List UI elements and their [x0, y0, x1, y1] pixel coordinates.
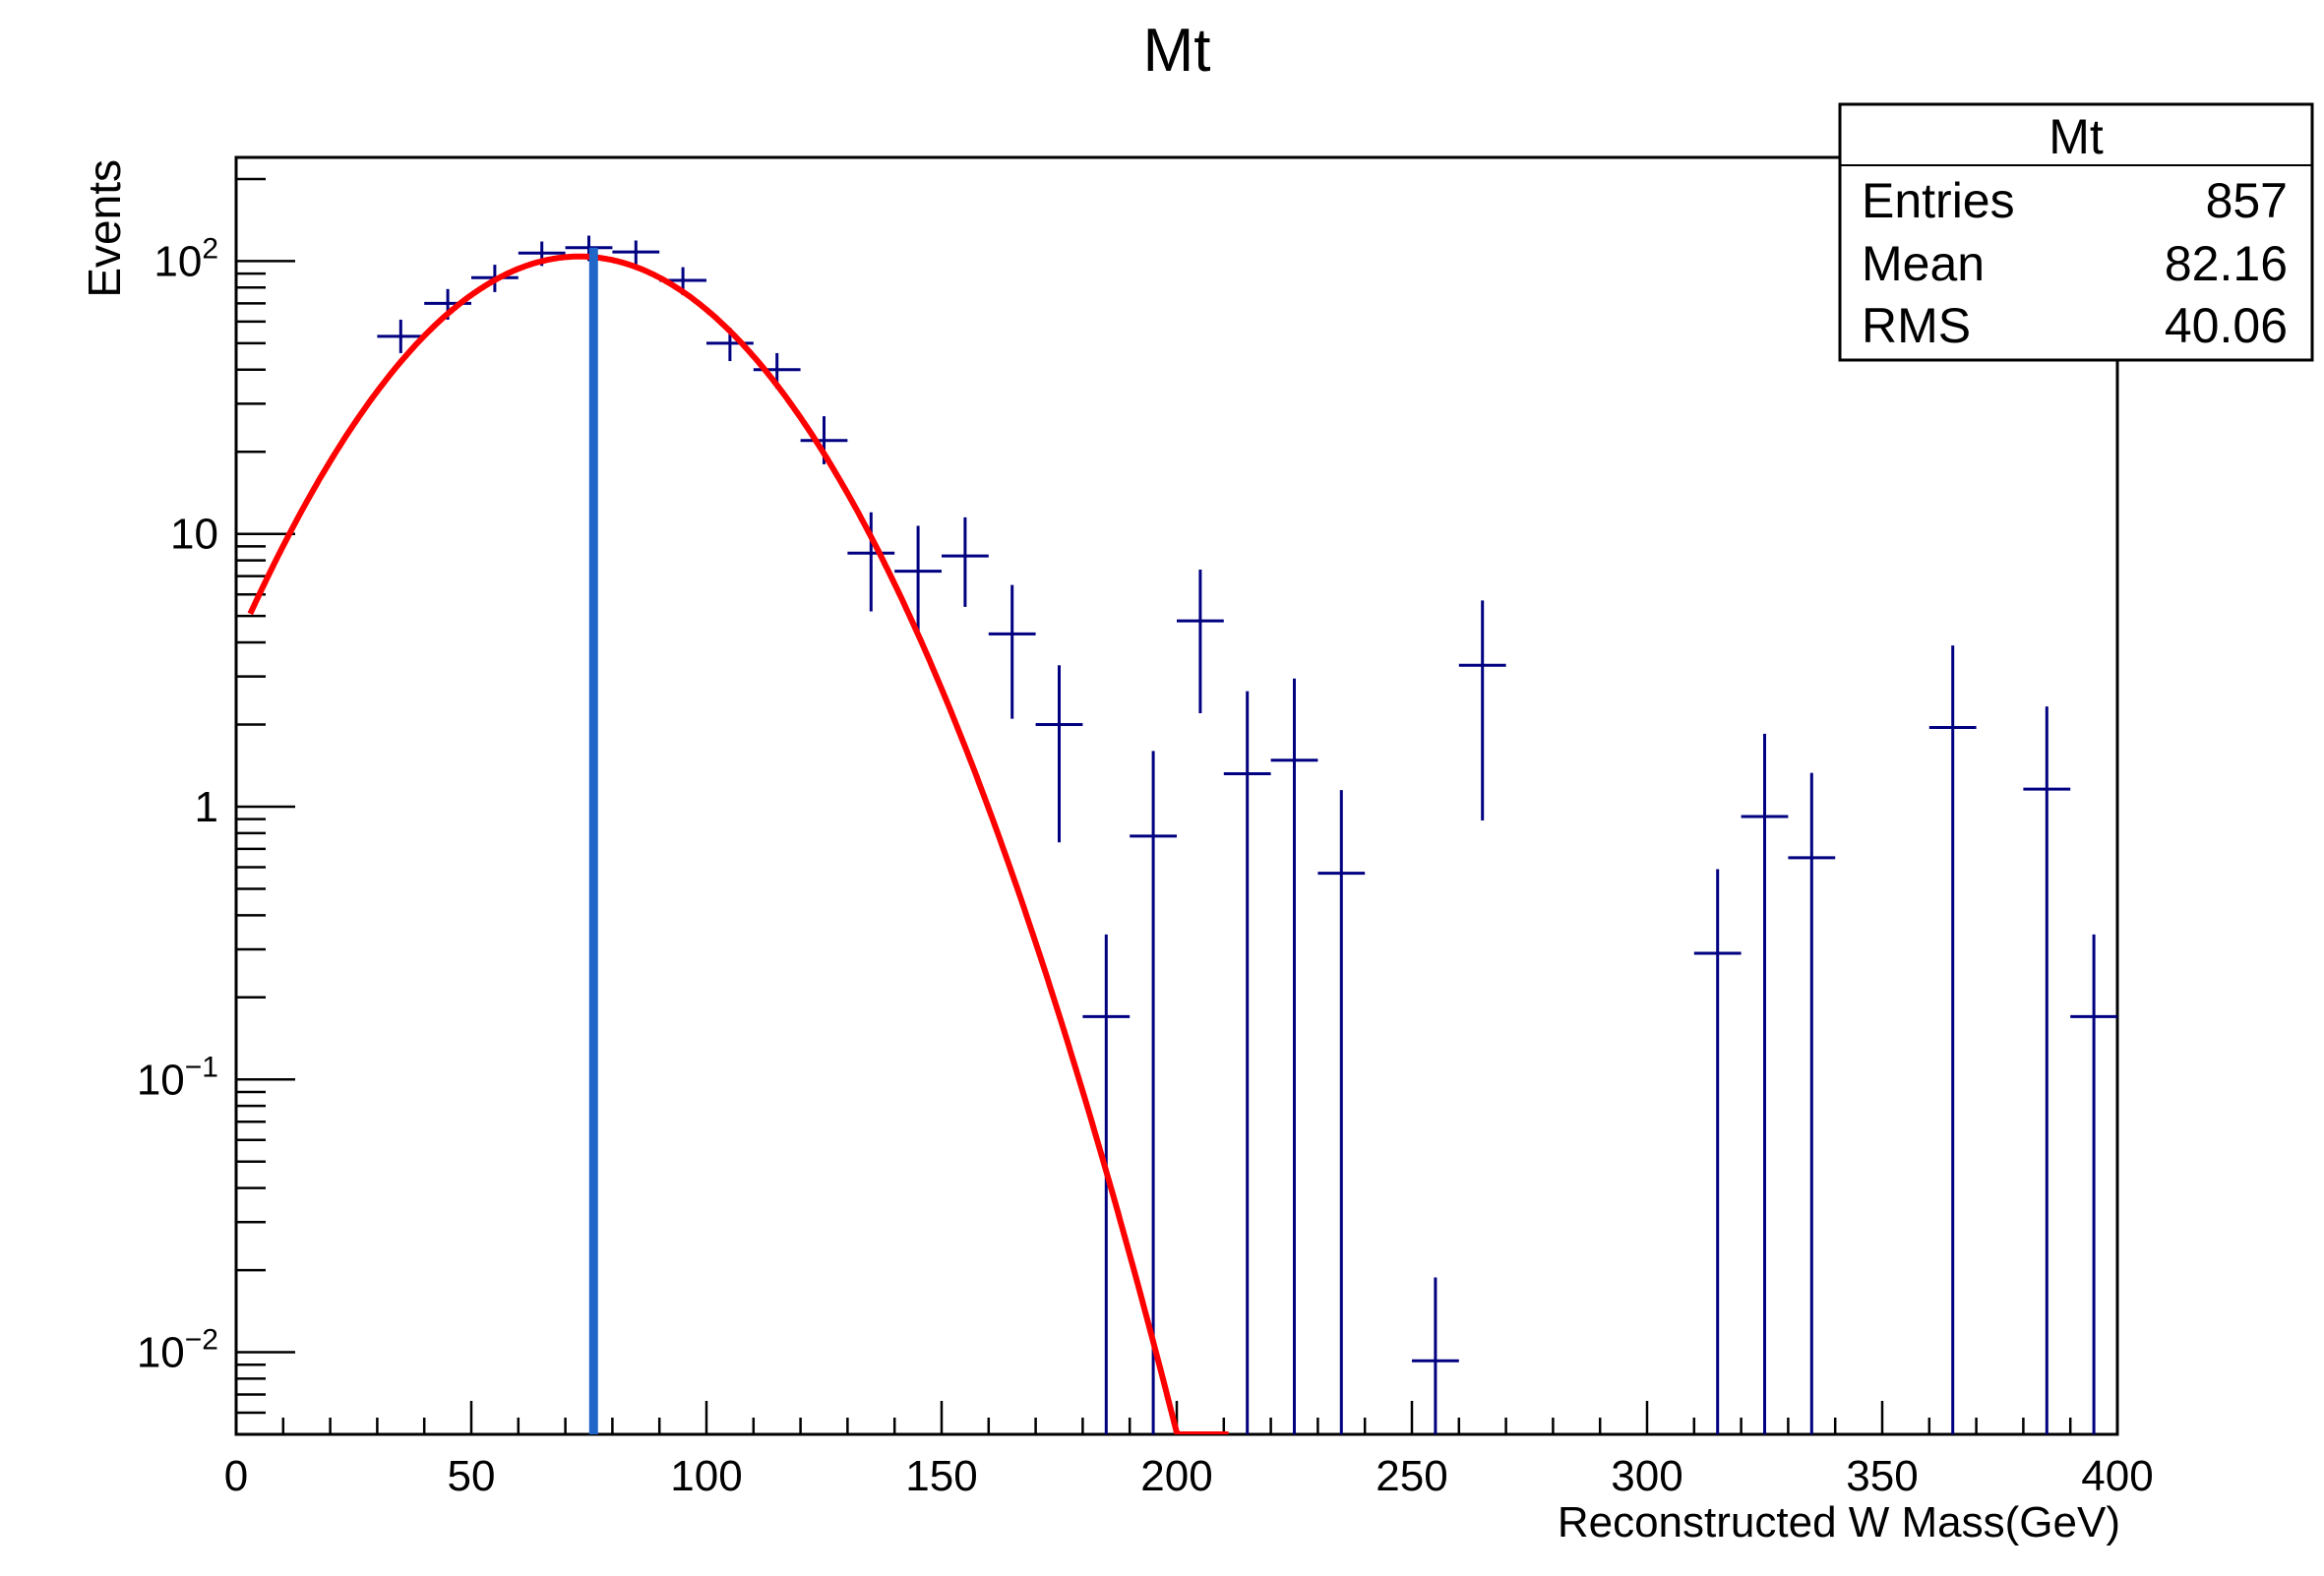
stats-rms-label: RMS [1862, 298, 1971, 353]
data-point [1082, 934, 1131, 1434]
data-point [2023, 706, 2071, 1434]
data-point [894, 525, 942, 637]
data-point [1317, 790, 1366, 1434]
plot-area: 0 50 100 150 200 250 300 350 400 10−2 10−1 1 10 102 [137, 155, 2154, 1500]
data-point [1035, 665, 1083, 843]
y-tick-label: 10 [170, 511, 218, 559]
x-tick-label: 50 [448, 1452, 496, 1500]
stats-entries-value: 857 [2206, 173, 2288, 228]
data-point [1177, 569, 1224, 714]
stats-mean-value: 82.16 [2165, 236, 2288, 291]
data-point [1130, 751, 1177, 1434]
data-point [1693, 869, 1742, 1434]
data-point [612, 240, 660, 266]
data-point [1223, 691, 1271, 1434]
y-tick-label: 10−1 [137, 1051, 218, 1104]
x-axis-label: Reconstructed W Mass(GeV) [1558, 1498, 2120, 1546]
data-point [377, 319, 425, 353]
y-tick-label: 1 [195, 783, 218, 831]
stats-box: Mt Entries 857 Mean 82.16 RMS 40.06 [1838, 102, 2314, 362]
stats-box-frame [1838, 102, 2314, 362]
data-point [2070, 934, 2117, 1434]
data-point [1458, 600, 1506, 821]
fit-curve [247, 253, 1229, 1434]
x-tick-label: 200 [1140, 1452, 1212, 1500]
data-point [942, 516, 989, 607]
y-tick-label: 10−2 [137, 1324, 218, 1377]
stats-mean-label: Mean [1862, 236, 1985, 291]
x-tick-label: 400 [2081, 1452, 2153, 1500]
x-tick-label: 100 [670, 1452, 742, 1500]
stats-entries-label: Entries [1862, 173, 2015, 228]
x-tick-label: 150 [905, 1452, 977, 1500]
data-point [988, 584, 1036, 719]
data-point [1928, 645, 1977, 1434]
x-tick-label: 350 [1846, 1452, 1918, 1500]
data-point [1741, 733, 1789, 1434]
x-tick-label: 0 [224, 1452, 248, 1500]
data-point [1788, 772, 1836, 1434]
stats-box-title: Mt [2049, 109, 2104, 164]
chart-title: Mt [1143, 17, 1211, 85]
data-point [1412, 1277, 1459, 1434]
x-tick-label: 250 [1376, 1452, 1447, 1500]
data-point [847, 512, 895, 612]
x-tick-label: 300 [1611, 1452, 1682, 1500]
y-tick-label: 102 [153, 232, 218, 285]
plot-frame [234, 155, 2119, 1436]
stats-rms-value: 40.06 [2165, 298, 2288, 353]
y-axis-label: Events [79, 159, 130, 298]
data-point [1270, 678, 1318, 1434]
